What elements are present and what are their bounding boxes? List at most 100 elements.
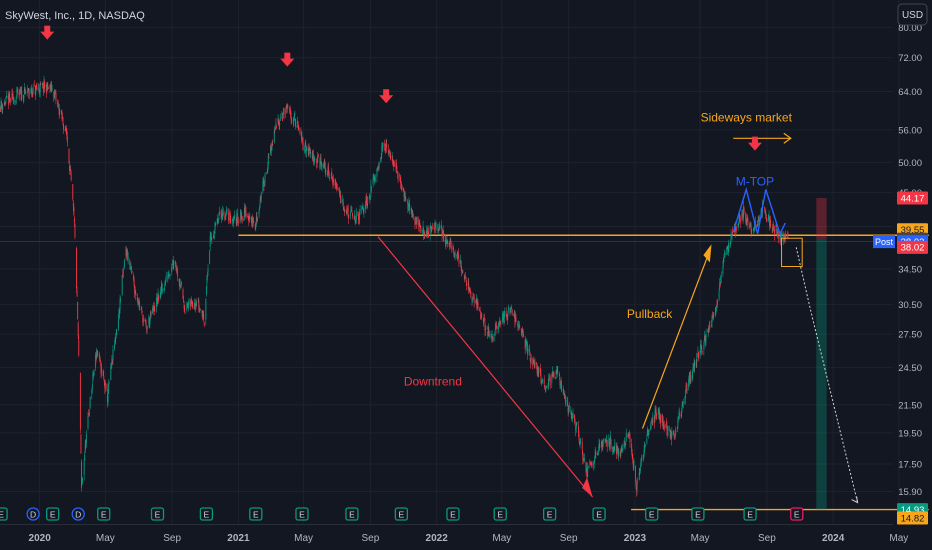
event-badge-shape[interactable]: [249, 507, 263, 521]
event-badge-shape[interactable]: [0, 507, 8, 521]
event-badge[interactable]: E: [394, 507, 409, 521]
event-badge-shape[interactable]: [26, 507, 40, 521]
candle-body: [359, 209, 361, 212]
candle-body: [99, 356, 101, 360]
candle-body: [73, 207, 75, 216]
event-badge-shape[interactable]: [46, 507, 60, 521]
candle-body: [19, 89, 21, 96]
event-badge[interactable]: E: [295, 507, 309, 521]
event-badge[interactable]: E: [446, 507, 460, 521]
candle-body: [130, 264, 132, 266]
candle-body: [616, 445, 618, 452]
candle-body: [697, 350, 699, 352]
candle-body: [218, 211, 220, 215]
event-badge-shape[interactable]: [743, 507, 757, 521]
event-badge[interactable]: E: [790, 507, 804, 521]
event-badge[interactable]: E: [691, 507, 705, 521]
event-badge-shape[interactable]: [150, 507, 165, 521]
candle-body: [377, 167, 379, 170]
event-badge[interactable]: E: [150, 507, 165, 521]
candle-body: [248, 219, 250, 222]
event-badge-shape[interactable]: [199, 507, 214, 521]
candle-body: [764, 206, 766, 211]
candle-body: [525, 344, 527, 346]
candle-body: [2, 105, 4, 110]
candle-body: [703, 344, 705, 350]
candle-body: [4, 101, 6, 106]
candle-body: [186, 303, 188, 310]
event-badge[interactable]: E: [645, 507, 659, 521]
event-badge[interactable]: E: [97, 507, 111, 521]
candle-body: [312, 154, 314, 161]
candle-body: [165, 275, 167, 282]
candle-body: [620, 453, 622, 456]
annotation-m-top: M-TOP: [736, 174, 774, 188]
candle-body: [190, 300, 192, 307]
candle-body: [490, 334, 492, 337]
candle-body: [465, 276, 467, 279]
candle-body: [344, 209, 346, 212]
candle-body: [259, 199, 261, 204]
currency-button[interactable]: USD: [897, 3, 928, 26]
event-badge-shape[interactable]: [645, 507, 659, 521]
candle-body: [114, 338, 116, 343]
candle-body: [397, 174, 399, 176]
candle-body: [160, 288, 162, 294]
event-badge[interactable]: D: [71, 507, 85, 521]
event-badge[interactable]: D: [26, 507, 40, 521]
event-badge[interactable]: E: [592, 507, 606, 521]
candle-body: [381, 147, 383, 148]
x-tick-label: 2023: [624, 533, 647, 544]
x-tick-label: Sep: [362, 533, 380, 544]
candle-body: [199, 309, 201, 310]
event-badge[interactable]: E: [46, 507, 60, 521]
candle-body: [389, 151, 391, 153]
event-badge-shape[interactable]: [790, 507, 804, 521]
candle-body: [272, 144, 274, 146]
event-badge[interactable]: E: [249, 507, 263, 521]
candle-body: [41, 83, 43, 85]
event-badge[interactable]: E: [743, 507, 757, 521]
event-badge[interactable]: E: [493, 507, 507, 521]
candle-body: [615, 445, 617, 454]
event-badge[interactable]: E: [542, 507, 557, 521]
candle-body: [358, 213, 359, 220]
candle-body: [233, 217, 235, 221]
candle-body: [228, 217, 230, 220]
candle-body: [79, 372, 81, 430]
time-axis[interactable]: 2020 May Sep 2021 May Sep 2022 May Sep 2023 May Sep…: [29, 533, 909, 544]
candle-body: [621, 447, 623, 451]
candle-body: [149, 311, 151, 316]
event-badge-shape[interactable]: [691, 507, 705, 521]
event-badge-shape[interactable]: [446, 507, 460, 521]
event-badge-shape[interactable]: [493, 507, 507, 521]
event-badge[interactable]: E: [0, 507, 8, 521]
event-badge-shape[interactable]: [394, 507, 409, 521]
candle-body: [598, 451, 599, 453]
candle-body: [266, 173, 268, 175]
event-badge-shape[interactable]: [71, 507, 85, 521]
candle-body: [21, 91, 23, 99]
event-badge-shape[interactable]: [345, 507, 359, 521]
candle-body: [566, 399, 568, 402]
candle-body: [495, 323, 497, 329]
event-badge-shape[interactable]: [542, 507, 557, 521]
event-badge-shape[interactable]: [295, 507, 309, 521]
event-badge[interactable]: E: [345, 507, 359, 521]
candle-body: [430, 227, 432, 230]
candle-body: [643, 454, 645, 458]
candle-body: [517, 324, 519, 327]
candle-body: [507, 313, 509, 317]
candle-body: [347, 207, 349, 212]
candle-body: [175, 263, 177, 267]
candle-body: [756, 223, 758, 228]
event-badge[interactable]: E: [199, 507, 214, 521]
candle-body: [780, 234, 782, 240]
candle-body: [190, 300, 192, 306]
candle-body: [548, 378, 550, 387]
down-arrow-marker: [40, 25, 55, 40]
price-tag-label: 38.02: [901, 243, 925, 254]
event-badge-shape[interactable]: [97, 507, 111, 521]
event-badge-shape[interactable]: [592, 507, 606, 521]
